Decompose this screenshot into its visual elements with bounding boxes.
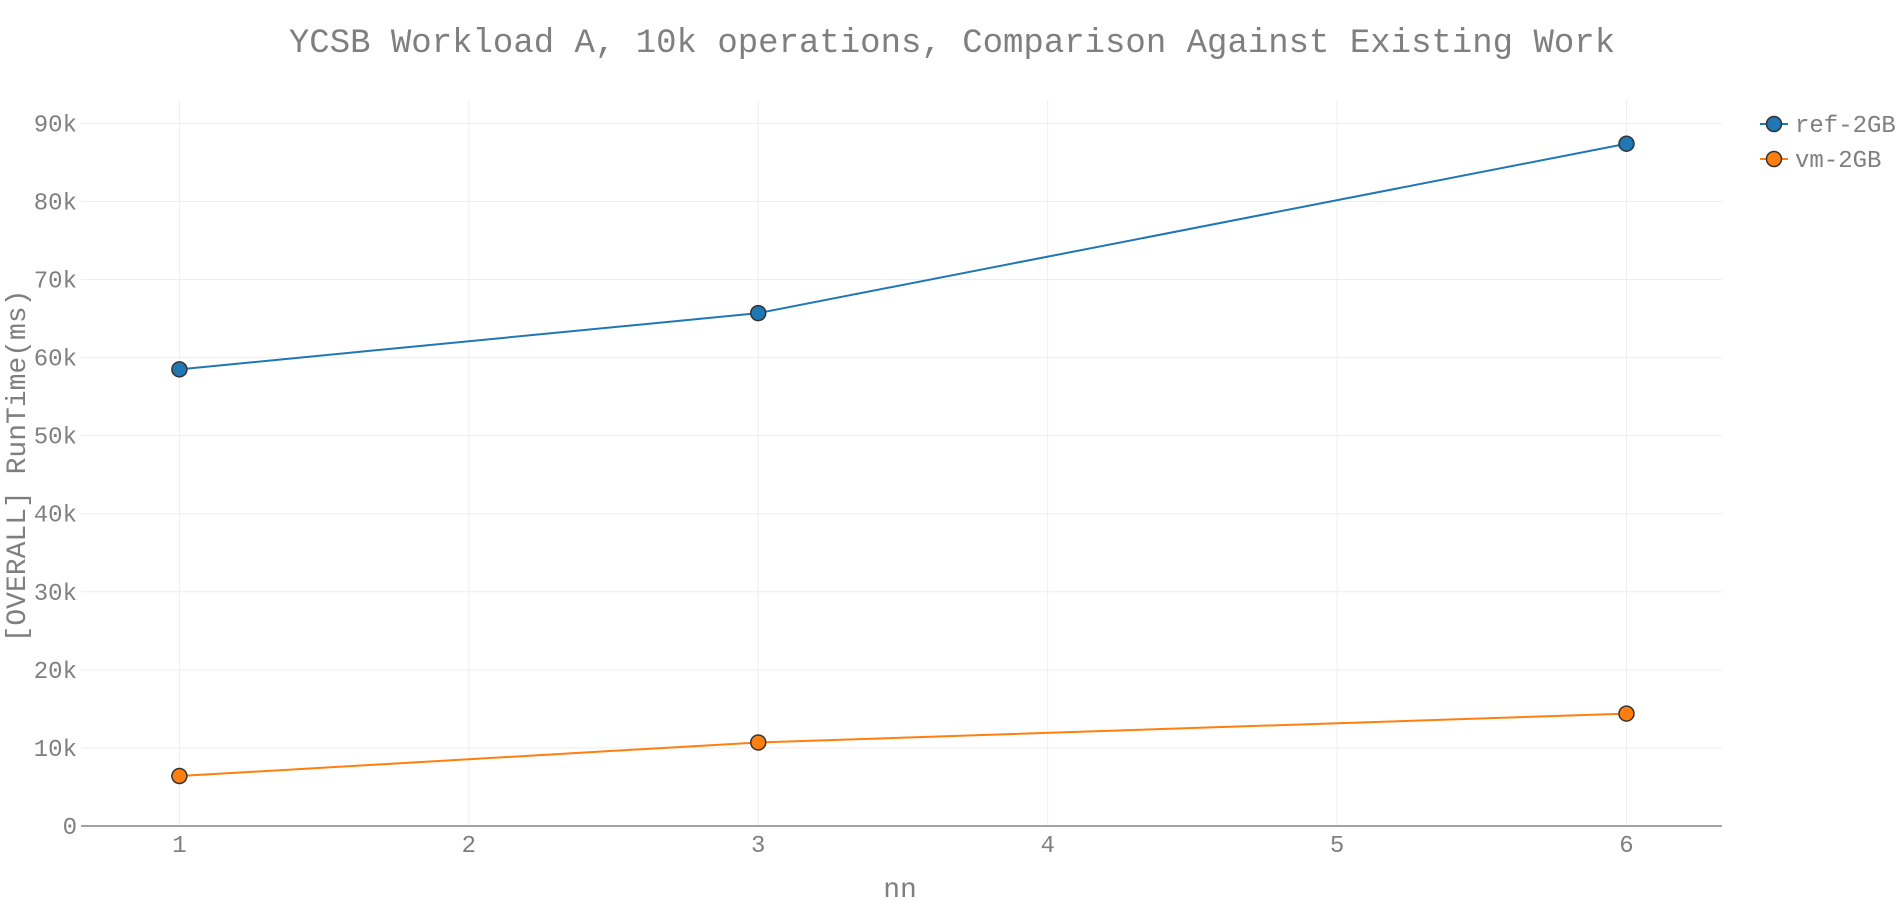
y-tick-label: 40k xyxy=(34,503,77,530)
legend: ref-2GB vm-2GB xyxy=(1760,113,1896,175)
y-tick-label: 10k xyxy=(34,737,77,764)
legend-label: vm-2GB xyxy=(1795,148,1881,175)
chart-title: YCSB Workload A, 10k operations, Compari… xyxy=(289,25,1615,63)
legend-item-vm-2gb[interactable]: vm-2GB xyxy=(1760,148,1881,175)
x-tick-label: 6 xyxy=(1619,833,1633,860)
series-line-ref-2gb xyxy=(179,142,1627,371)
data-point-ref-2gb[interactable] xyxy=(171,361,188,378)
series-line-vm-2gb xyxy=(179,712,1627,778)
data-point-vm-2gb[interactable] xyxy=(749,734,767,751)
series-ref-2gb xyxy=(171,135,1635,378)
x-tick-label: 1 xyxy=(172,833,186,860)
data-point-vm-2gb[interactable] xyxy=(1618,705,1635,722)
axes: 1 2 3 4 5 6 0 10k 20k 30k 40k 50k 60k 70k 80k 90k xyxy=(34,112,1722,860)
y-tick-label: 90k xyxy=(34,112,77,139)
legend-item-ref-2gb[interactable]: ref-2GB xyxy=(1760,113,1896,140)
legend-label: ref-2GB xyxy=(1795,113,1896,140)
series-vm-2gb xyxy=(171,705,1635,785)
data-point-ref-2gb[interactable] xyxy=(1618,135,1635,152)
legend-swatch-marker xyxy=(1765,115,1783,133)
x-tick-label: 4 xyxy=(1040,833,1054,860)
x-tick-label: 5 xyxy=(1330,833,1344,860)
y-axis-title: [OVERALL] RunTime(ms) xyxy=(3,290,34,643)
data-point-ref-2gb[interactable] xyxy=(749,304,767,322)
y-tick-label: 20k xyxy=(34,659,77,686)
series-layer xyxy=(171,135,1635,785)
y-tick-label: 60k xyxy=(34,347,77,374)
x-tick-label: 3 xyxy=(751,833,765,860)
y-tick-label: 70k xyxy=(34,269,77,296)
y-tick-label: 80k xyxy=(34,190,77,217)
y-tick-label: 30k xyxy=(34,581,77,608)
x-tick-label: 2 xyxy=(462,833,476,860)
y-tick-label: 50k xyxy=(34,425,77,452)
data-point-vm-2gb[interactable] xyxy=(171,767,188,785)
x-axis-title: nn xyxy=(883,875,917,901)
y-tick-label: 0 xyxy=(63,815,77,842)
grid xyxy=(81,100,1722,826)
legend-swatch-marker xyxy=(1765,150,1783,168)
